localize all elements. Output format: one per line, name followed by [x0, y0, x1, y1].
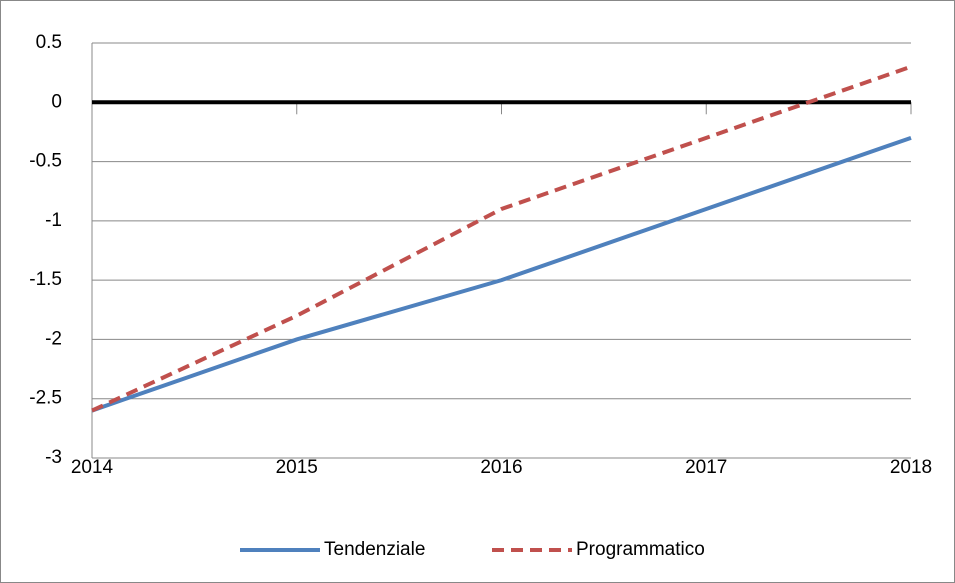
- series-line: [91, 135, 912, 413]
- y-tick-label: -2: [45, 328, 62, 349]
- x-tick-label: 2016: [480, 457, 522, 478]
- legend-label: Tendenziale: [324, 539, 425, 560]
- y-tick-label: -3: [45, 447, 62, 468]
- y-tick-label: -0.5: [29, 151, 62, 172]
- x-tick-label: 2017: [685, 457, 727, 478]
- y-tick-label: 0: [51, 91, 62, 112]
- y-tick-label: -1: [45, 210, 62, 231]
- x-tick-label: 2018: [890, 457, 932, 478]
- y-tick-label: -1.5: [29, 269, 62, 290]
- x-tick-label: 2015: [276, 457, 318, 478]
- x-tick-label: 2014: [71, 457, 114, 478]
- legend-label: Programmatico: [576, 539, 705, 560]
- y-tick-label: -2.5: [29, 388, 62, 409]
- series-line: [91, 64, 912, 413]
- y-tick-label: 0.5: [36, 32, 62, 53]
